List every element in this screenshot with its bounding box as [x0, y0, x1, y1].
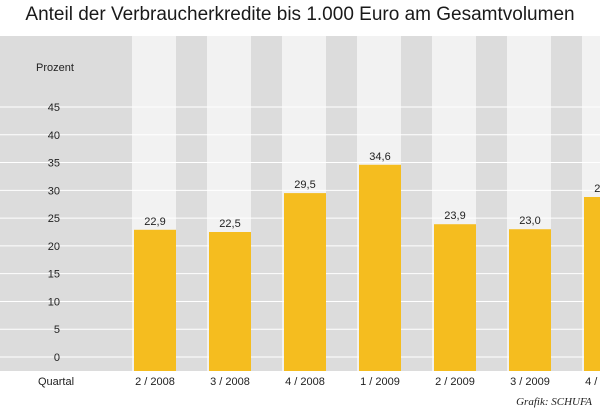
x-tick-label: 4 / 2008: [285, 376, 325, 388]
y-tick-label: 15: [48, 269, 60, 281]
y-tick-label: 5: [54, 324, 60, 336]
y-tick-label: 20: [48, 241, 60, 253]
y-tick-label: 40: [48, 130, 60, 142]
x-tick-label: 4 / 2009: [585, 376, 600, 388]
bar-value-label: 23,0: [519, 215, 540, 227]
bar: [284, 193, 326, 371]
x-tick-label: 3 / 2009: [510, 376, 550, 388]
bar-value-label: 29,5: [294, 179, 315, 191]
bar: [134, 229, 176, 371]
y-tick-label: 25: [48, 213, 60, 225]
bar: [584, 197, 600, 371]
bar: [434, 224, 476, 371]
source-credit: Grafik: SCHUFA: [516, 396, 592, 408]
x-tick-label: 2 / 2009: [435, 376, 475, 388]
y-tick-label: 45: [48, 102, 60, 114]
y-tick-label: 35: [48, 158, 60, 170]
y-tick-label: 10: [48, 296, 60, 308]
y-axis-label: Prozent: [36, 62, 74, 74]
x-tick-label: 1 / 2009: [360, 376, 400, 388]
bar: [509, 229, 551, 371]
bar: [359, 164, 401, 371]
bar: [209, 232, 251, 371]
y-tick-label: 0: [54, 352, 60, 364]
x-tick-label: 3 / 2008: [210, 376, 250, 388]
bar-value-label: 23,9: [444, 210, 465, 222]
bar-value-label: 34,6: [369, 151, 390, 163]
x-tick-label: 2 / 2008: [135, 376, 175, 388]
bar-value-label: 22,9: [144, 216, 165, 228]
y-tick-label: 30: [48, 185, 60, 197]
bar-value-label: 28,8: [594, 183, 600, 195]
chart-title: Anteil der Verbraucherkredite bis 1.000 …: [25, 4, 575, 25]
bar-value-label: 22,5: [219, 218, 240, 230]
x-axis-label: Quartal: [38, 376, 74, 388]
